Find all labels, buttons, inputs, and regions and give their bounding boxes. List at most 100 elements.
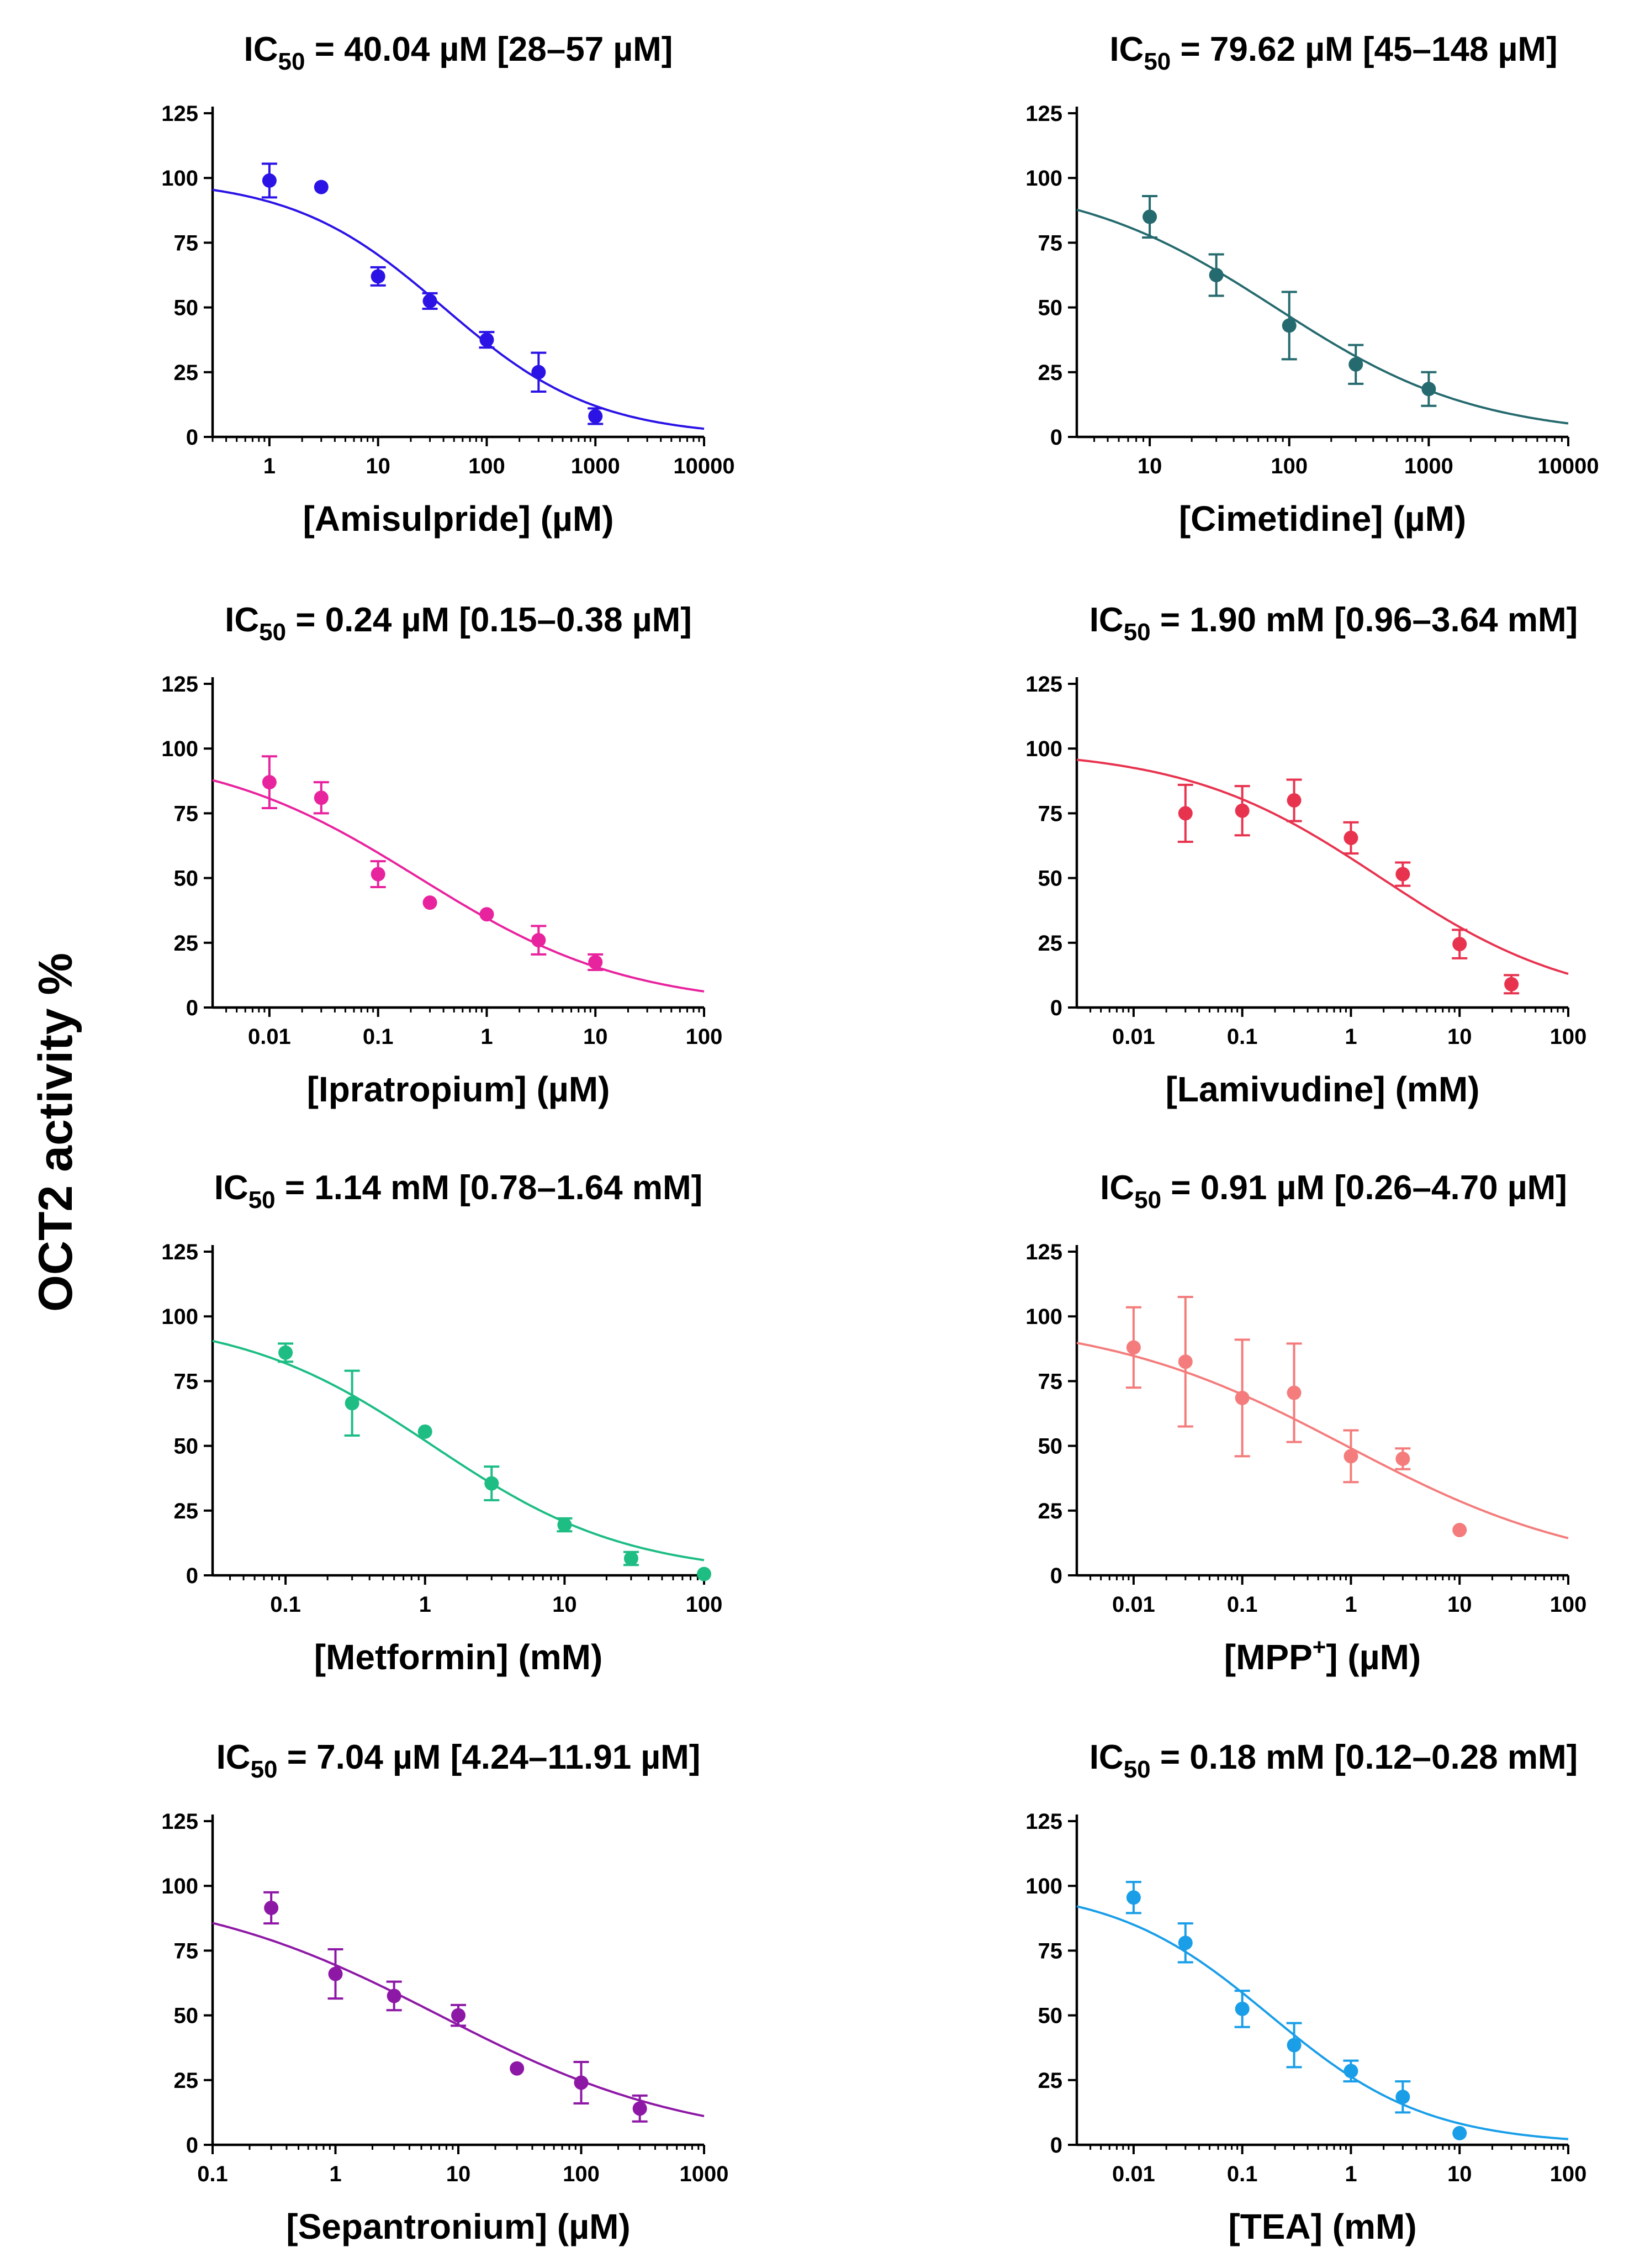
- y-tick-label: 100: [1025, 1874, 1062, 1898]
- data-point: [531, 365, 546, 379]
- data-point: [314, 790, 329, 805]
- data-point: [314, 180, 329, 194]
- data-point: [1235, 803, 1250, 818]
- title-prefix: IC: [1100, 1169, 1134, 1207]
- data-point: [1452, 1522, 1467, 1537]
- x-tick-label: 1: [1345, 1025, 1357, 1049]
- data-point: [1287, 793, 1302, 808]
- x-tick-label: 1000: [571, 454, 620, 478]
- data-point: [531, 933, 546, 948]
- x-tick-label: 100: [1550, 1025, 1587, 1049]
- data-point: [1395, 867, 1410, 882]
- chart-title: IC50 = 0.24 µM [0.15–0.38 µM]: [225, 601, 692, 646]
- title-subscript: 50: [278, 48, 305, 75]
- data-point: [479, 333, 494, 347]
- data-point: [1504, 977, 1519, 991]
- data-point: [1395, 2090, 1410, 2105]
- x-tick-label: 100: [468, 454, 505, 478]
- y-tick-label: 75: [1038, 231, 1063, 255]
- data-point: [1142, 209, 1157, 224]
- fit-curve: [1076, 208, 1569, 425]
- data-point: [574, 2075, 589, 2090]
- data-point: [1126, 1340, 1141, 1355]
- data-point: [328, 1966, 343, 1981]
- data-point: [557, 1517, 572, 1532]
- data-point: [632, 2101, 647, 2116]
- data-point: [588, 409, 603, 424]
- y-tick-label: 50: [1038, 867, 1063, 891]
- y-tick-label: 0: [186, 1564, 198, 1588]
- x-axis-label: [Metformin] (mM): [314, 1637, 603, 1677]
- fit-curve: [212, 779, 705, 993]
- x-axis-label: [Lamivudine] (mM): [1166, 1069, 1480, 1109]
- y-tick-label: 25: [1038, 1499, 1063, 1523]
- x-axis-label: [Ipratropium] (µM): [307, 1069, 610, 1109]
- y-tick-label: 50: [174, 296, 199, 320]
- x-tick-label: 100: [563, 2162, 600, 2186]
- title-prefix: IC: [1089, 601, 1124, 639]
- x-tick-label: 0.1: [1227, 2162, 1258, 2186]
- title-value: = 40.04 µM [28–57 µM]: [305, 30, 673, 68]
- chart-panel-3: IC50 = 0.24 µM [0.15–0.38 µM]02550751001…: [161, 601, 722, 1109]
- y-tick-label: 75: [174, 1369, 199, 1394]
- chart-panel-2: IC50 = 79.62 µM [45–148 µM]0255075100125…: [1025, 30, 1599, 539]
- y-tick-label: 125: [161, 102, 198, 126]
- y-tick-label: 75: [1038, 1939, 1063, 1963]
- data-point: [417, 1424, 432, 1439]
- data-point: [1282, 318, 1297, 333]
- data-point: [1452, 2125, 1467, 2140]
- title-value: = 0.91 µM [0.26–4.70 µM]: [1161, 1169, 1567, 1207]
- x-tick-label: 1: [263, 454, 276, 478]
- title-subscript: 50: [248, 1186, 276, 1214]
- data-point: [1343, 1449, 1358, 1464]
- data-point: [1287, 1385, 1302, 1400]
- data-point: [387, 1989, 401, 2003]
- data-point: [697, 1566, 711, 1581]
- data-point: [623, 1551, 638, 1566]
- y-tick-label: 50: [174, 2004, 199, 2028]
- y-tick-label: 0: [1050, 996, 1062, 1020]
- x-tick-label: 10: [552, 1592, 577, 1617]
- y-tick-label: 125: [161, 1810, 198, 1834]
- data-point: [1209, 268, 1224, 282]
- title-subscript: 50: [251, 1756, 278, 1783]
- y-tick-label: 100: [161, 1305, 198, 1329]
- title-prefix: IC: [244, 30, 278, 68]
- title-prefix: IC: [1109, 30, 1144, 68]
- x-label-suffix: ] (µM): [1326, 1637, 1421, 1677]
- title-prefix: IC: [216, 1738, 251, 1776]
- y-tick-label: 0: [1050, 2133, 1062, 2158]
- data-point: [1343, 2064, 1358, 2079]
- x-label-main: [Cimetidine] (µM): [1179, 499, 1466, 539]
- y-tick-label: 75: [174, 801, 199, 826]
- data-point: [1178, 1354, 1193, 1369]
- data-point: [1421, 382, 1436, 397]
- title-value: = 0.24 µM [0.15–0.38 µM]: [286, 601, 692, 639]
- x-tick-label: 0.01: [1112, 1025, 1155, 1049]
- data-point: [1126, 1890, 1141, 1905]
- y-tick-label: 75: [174, 231, 199, 255]
- y-tick-label: 25: [174, 361, 199, 385]
- x-tick-label: 0.1: [1227, 1592, 1258, 1617]
- chart-panel-7: IC50 = 7.04 µM [4.24–11.91 µM]0255075100…: [161, 1738, 728, 2246]
- data-point: [1395, 1452, 1410, 1467]
- data-point: [264, 1901, 279, 1916]
- x-tick-label: 1: [480, 1025, 493, 1049]
- y-tick-label: 125: [1025, 1810, 1062, 1834]
- y-tick-label: 125: [1025, 672, 1062, 697]
- y-tick-label: 50: [1038, 2004, 1063, 2028]
- x-tick-label: 10: [1447, 1592, 1472, 1617]
- x-tick-label: 10: [366, 454, 390, 478]
- x-tick-label: 1000: [1404, 454, 1453, 478]
- data-point: [1343, 830, 1358, 845]
- title-value: = 79.62 µM [45–148 µM]: [1171, 30, 1557, 68]
- x-tick-label: 0.01: [248, 1025, 291, 1049]
- title-subscript: 50: [1134, 1186, 1161, 1214]
- y-tick-label: 75: [1038, 1369, 1063, 1394]
- title-subscript: 50: [1124, 1756, 1151, 1783]
- x-tick-label: 10000: [673, 454, 734, 478]
- x-label-superscript: +: [1313, 1634, 1326, 1660]
- chart-title: IC50 = 0.18 mM [0.12–0.28 mM]: [1089, 1738, 1578, 1783]
- y-tick-label: 25: [174, 931, 199, 956]
